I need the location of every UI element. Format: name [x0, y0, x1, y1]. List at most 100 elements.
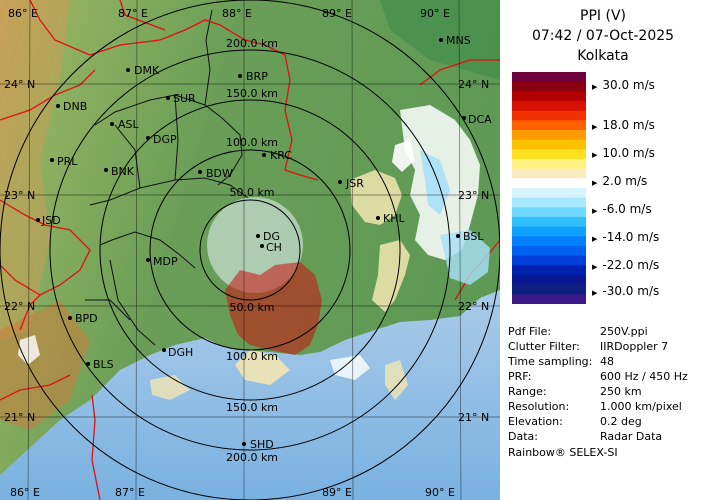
- lon-label-90: 90° E: [420, 7, 450, 20]
- info-value-data: Radar Data: [600, 430, 663, 443]
- city-bpd: BPD: [75, 312, 98, 325]
- product-title: PPI (V): [580, 8, 626, 24]
- scale-color-band: [512, 139, 586, 150]
- city-khl: KHL: [383, 212, 405, 225]
- bay-of-bengal: [0, 290, 500, 500]
- info-value-prf: 600 Hz / 450 Hz: [600, 370, 688, 383]
- lon-label-90-bottom: 90° E: [425, 486, 455, 499]
- scale-color-band: [512, 246, 586, 257]
- info-key-sampling: Time sampling:: [508, 355, 593, 368]
- scale-label-10: ▶ 10.0 m/s: [592, 146, 655, 160]
- triangle-icon: ▶: [592, 263, 598, 271]
- software-credit: Rainbow® SELEX-SI: [508, 446, 618, 459]
- range-rings: [0, 0, 500, 500]
- scale-label-neg6: ▶ -6.0 m/s: [592, 202, 652, 216]
- lat-label-23: 23° N: [4, 189, 35, 202]
- city-dnb: DNB: [63, 100, 87, 113]
- city-jsd: JSD: [41, 214, 61, 227]
- city-dmk: DMK: [134, 64, 160, 77]
- city-ch: CH: [266, 241, 282, 254]
- city-bnk: BNK: [111, 165, 135, 178]
- info-value-resolution: 1.000 km/pixel: [600, 400, 682, 413]
- city-bls: BLS: [93, 358, 114, 371]
- scale-label-neg22: ▶ -22.0 m/s: [592, 258, 660, 272]
- range-label-150-north: 150.0 km: [226, 87, 278, 100]
- scale-color-band: [512, 81, 586, 92]
- lon-label-86-bottom: 86° E: [10, 486, 40, 499]
- scale-label-30: ▶ 30.0 m/s: [592, 78, 655, 92]
- lon-label-86: 86° E: [8, 7, 38, 20]
- scale-color-band: [512, 236, 586, 247]
- city-prl: PRL: [57, 155, 78, 168]
- terrain-shade-west: [0, 0, 70, 340]
- range-label-200-north: 200.0 km: [226, 37, 278, 50]
- info-key-filter: Clutter Filter:: [508, 340, 580, 353]
- scale-color-band: [512, 188, 586, 199]
- boundaries: [0, 0, 500, 500]
- triangle-icon: ▶: [592, 235, 598, 243]
- info-key-pdf: Pdf File:: [508, 325, 552, 338]
- info-key-range: Range:: [508, 385, 547, 398]
- scale-color-band: [512, 226, 586, 237]
- scale-color-band: [512, 255, 586, 266]
- city-dd: DG: [263, 230, 280, 243]
- scale-color-band: [512, 130, 586, 141]
- scale-label-neg14: ▶ -14.0 m/s: [592, 230, 660, 244]
- lon-label-89: 89° E: [322, 7, 352, 20]
- city-mns: MNS: [446, 34, 471, 47]
- lon-label-89-bottom: 89° E: [322, 486, 352, 499]
- station-name: Kolkata: [577, 48, 629, 64]
- range-label-150-south: 150.0 km: [226, 401, 278, 414]
- info-value-elevation: 0.2 deg: [600, 415, 642, 428]
- info-value-range: 250 km: [600, 385, 642, 398]
- range-label-50-south: 50.0 km: [229, 301, 274, 314]
- scale-color-band: [512, 207, 586, 218]
- info-key-resolution: Resolution:: [508, 400, 570, 413]
- city-bsl: BSL: [463, 230, 484, 243]
- scale-color-band: [512, 197, 586, 208]
- lat-label-22: 22° N: [4, 300, 35, 313]
- city-dca: DCA: [468, 113, 492, 126]
- scale-color-band: [512, 168, 586, 179]
- lat-label-23-right: 23° N: [458, 189, 489, 202]
- scale-color-band: [512, 120, 586, 131]
- triangle-icon: ▶: [592, 179, 598, 187]
- triangle-icon: ▶: [592, 151, 598, 159]
- info-value-sampling: 48: [600, 355, 614, 368]
- lon-label-87: 87° E: [118, 7, 148, 20]
- city-krc: KRC: [270, 149, 292, 162]
- triangle-icon: ▶: [592, 289, 598, 297]
- triangle-icon: ▶: [592, 83, 598, 91]
- city-mdp: MDP: [153, 255, 178, 268]
- range-label-100-north: 100.0 km: [226, 136, 278, 149]
- info-value-filter: IIRDoppler 7: [600, 340, 669, 353]
- timestamp: 07:42 / 07-Oct-2025: [531, 28, 675, 44]
- scale-label-neg30: ▶ -30.0 m/s: [592, 284, 660, 298]
- lat-label-22-right: 22° N: [458, 300, 489, 313]
- lat-label-21-right: 21° N: [458, 411, 489, 424]
- lat-label-24-right: 24° N: [458, 78, 489, 91]
- city-sur: SUR: [173, 92, 196, 105]
- velocity-color-scale: [512, 72, 586, 304]
- scale-label-18: ▶ 18.0 m/s: [592, 118, 655, 132]
- scale-color-band: [512, 294, 586, 304]
- city-dgp: DGP: [153, 133, 177, 146]
- city-dgh: DGH: [168, 346, 193, 359]
- range-label-100-south: 100.0 km: [226, 350, 278, 363]
- lat-label-24: 24° N: [4, 78, 35, 91]
- scale-color-band: [512, 149, 586, 160]
- scale-color-band: [512, 159, 586, 170]
- city-brp: BRP: [246, 70, 268, 83]
- city-bdw: BDW: [206, 167, 233, 180]
- ppi-map[interactable]: 200.0 km 150.0 km 100.0 km 50.0 km 50.0 …: [0, 0, 500, 500]
- city-jsr: JSR: [345, 177, 364, 190]
- scale-label-2: ▶ 2.0 m/s: [592, 174, 648, 188]
- triangle-icon: ▶: [592, 123, 598, 131]
- scale-color-band: [512, 275, 586, 286]
- range-label-50-north: 50.0 km: [229, 186, 274, 199]
- cities: MNS DMK BRP DNB SUR ASL DGP DCA PRL BNK …: [36, 34, 492, 451]
- lon-label-87-bottom: 87° E: [115, 486, 145, 499]
- scale-color-band: [512, 284, 586, 295]
- city-shd: SHD: [250, 438, 274, 451]
